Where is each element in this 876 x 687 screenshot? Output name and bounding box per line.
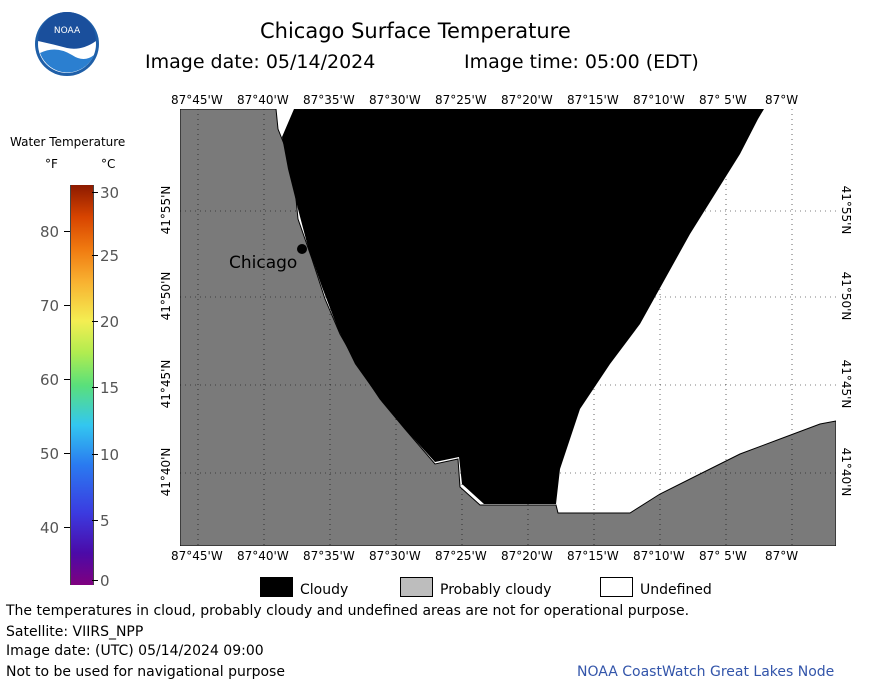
fahrenheit-tick-label: 80 <box>40 223 60 241</box>
celsius-tick-label: 10 <box>100 446 120 464</box>
lon-label-bottom: 87°35'W <box>303 549 355 563</box>
celsius-tick-mark <box>92 192 98 193</box>
lon-label-bottom: 87°30'W <box>369 549 421 563</box>
lon-label-top: 87°30'W <box>369 93 421 107</box>
fahrenheit-tick-mark <box>64 527 70 528</box>
celsius-tick-mark <box>92 580 98 581</box>
lon-label-top: 87°W <box>765 93 799 107</box>
fahrenheit-tick-label: 50 <box>40 445 60 463</box>
lon-label-top: 87°35'W <box>303 93 355 107</box>
land-area <box>179 108 837 547</box>
key-cloudy-label: Cloudy <box>300 582 349 598</box>
color-scale-bar <box>70 185 94 585</box>
celsius-tick-label: 30 <box>100 184 120 202</box>
lon-label-top: 87° 5'W <box>699 93 747 107</box>
fahrenheit-tick-mark <box>64 379 70 380</box>
svg-text:NOAA: NOAA <box>54 26 81 36</box>
note-navigation: Not to be used for navigational purpose <box>6 664 285 680</box>
celsius-tick-label: 5 <box>100 512 110 530</box>
lon-label-bottom: 87°40'W <box>237 549 289 563</box>
lat-label-right: 41°40'N <box>839 447 853 497</box>
lat-label-left: 41°45'N <box>159 359 173 409</box>
fahrenheit-tick-label: 40 <box>40 519 60 537</box>
lon-label-top: 87°40'W <box>237 93 289 107</box>
celsius-tick-mark <box>92 321 98 322</box>
lon-label-top: 87°25'W <box>435 93 487 107</box>
fahrenheit-tick-mark <box>64 305 70 306</box>
celsius-tick-mark <box>92 520 98 521</box>
lat-label-left: 41°40'N <box>159 447 173 497</box>
key-probably-cloudy-swatch <box>400 577 433 597</box>
image-date: Image date: 05/14/2024 <box>145 51 376 73</box>
lon-label-bottom: 87°10'W <box>633 549 685 563</box>
lon-label-bottom: 87° 5'W <box>699 549 747 563</box>
celsius-tick-label: 15 <box>100 379 120 397</box>
celsius-tick-label: 25 <box>100 247 120 265</box>
key-cloudy-swatch <box>260 577 293 597</box>
page-title: Chicago Surface Temperature <box>260 19 571 43</box>
celsius-tick-mark <box>92 255 98 256</box>
fahrenheit-tick-label: 60 <box>40 371 60 389</box>
celsius-tick-mark <box>92 387 98 388</box>
image-time: Image time: 05:00 (EDT) <box>464 51 699 73</box>
note-disclaimer: The temperatures in cloud, probably clou… <box>6 603 690 619</box>
lon-label-bottom: 87°25'W <box>435 549 487 563</box>
lat-label-left: 41°50'N <box>159 271 173 321</box>
note-utc-date: Image date: (UTC) 05/14/2024 09:00 <box>6 643 264 659</box>
lat-label-right: 41°45'N <box>839 359 853 409</box>
lon-label-top: 87°10'W <box>633 93 685 107</box>
lat-label-right: 41°50'N <box>839 271 853 321</box>
lon-label-top: 87°45'W <box>171 93 223 107</box>
lon-label-top: 87°20'W <box>501 93 553 107</box>
key-undefined-swatch <box>600 577 633 597</box>
lat-label-left: 41°55'N <box>159 185 173 235</box>
chicago-marker <box>297 244 307 254</box>
lon-label-bottom: 87°15'W <box>567 549 619 563</box>
chicago-label: Chicago <box>229 253 298 273</box>
note-satellite: Satellite: VIIRS_NPP <box>6 624 144 640</box>
legend-unit-f: °F <box>45 157 58 171</box>
lon-label-bottom: 87°45'W <box>171 549 223 563</box>
legend-title: Water Temperature <box>10 135 126 149</box>
fahrenheit-tick-mark <box>64 231 70 232</box>
celsius-tick-mark <box>92 454 98 455</box>
lon-label-bottom: 87°W <box>765 549 799 563</box>
credit: NOAA CoastWatch Great Lakes Node <box>577 664 835 680</box>
lon-label-bottom: 87°20'W <box>501 549 553 563</box>
cloudy-area <box>282 109 764 504</box>
fahrenheit-tick-label: 70 <box>40 297 60 315</box>
temperature-map <box>179 108 837 547</box>
celsius-tick-label: 0 <box>100 572 110 590</box>
lat-label-right: 41°55'N <box>839 185 853 235</box>
key-probably-cloudy-label: Probably cloudy <box>440 582 552 598</box>
celsius-tick-label: 20 <box>100 313 120 331</box>
legend-unit-c: °C <box>101 157 116 171</box>
key-undefined-label: Undefined <box>640 582 712 598</box>
lon-label-top: 87°15'W <box>567 93 619 107</box>
fahrenheit-tick-mark <box>64 453 70 454</box>
noaa-logo: NOAA <box>34 11 100 77</box>
